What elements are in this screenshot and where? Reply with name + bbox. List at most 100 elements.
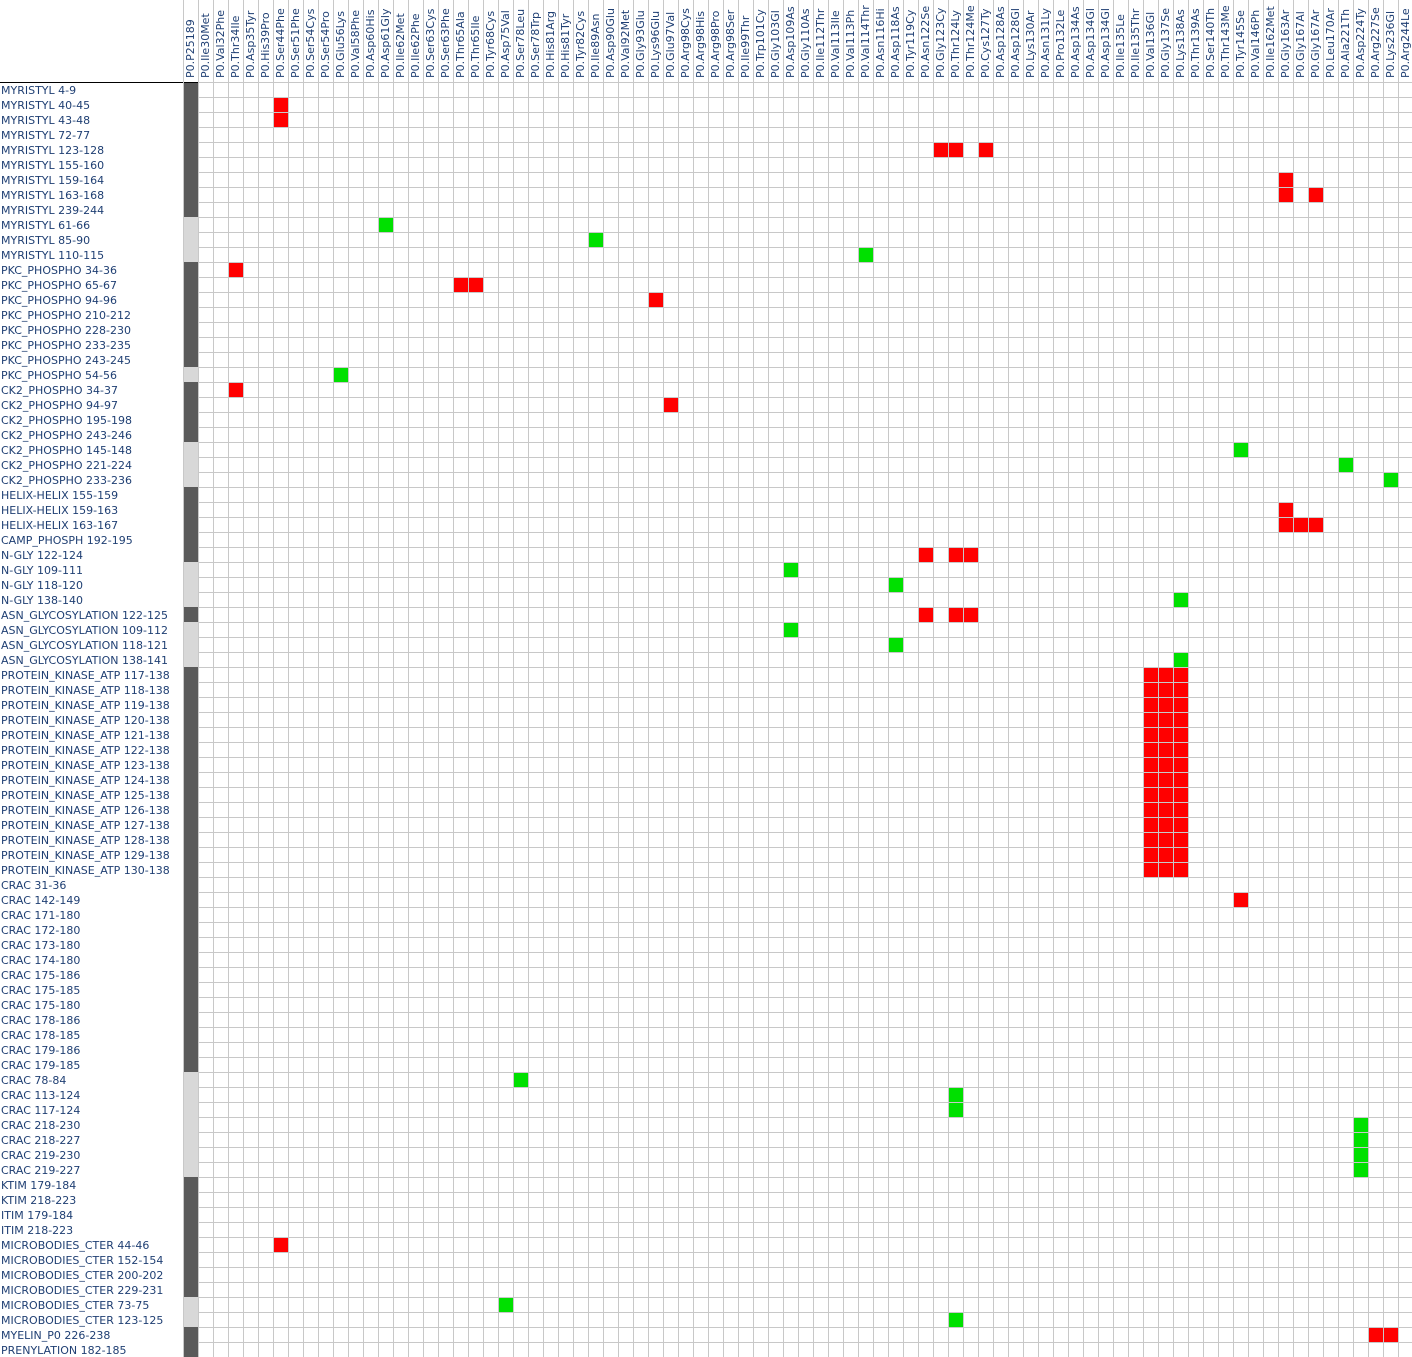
row-marker xyxy=(183,112,198,127)
row-marker xyxy=(183,1072,198,1087)
column-label: P0.Ser54Cys xyxy=(304,8,317,78)
row-marker xyxy=(183,682,198,697)
row-label: PKC_PHOSPHO 65-67 xyxy=(1,279,117,292)
cell-red xyxy=(469,278,483,292)
cell-red xyxy=(1159,848,1173,862)
column-label: P0.Asp75Val xyxy=(499,10,512,78)
row-label: CRAC 219-230 xyxy=(1,1149,80,1162)
column-label: P0.Ser63Cys xyxy=(424,8,437,78)
cell-red xyxy=(1144,668,1158,682)
row-label: N-GLY 118-120 xyxy=(1,579,83,592)
cell-green xyxy=(784,563,798,577)
cell-red xyxy=(1144,758,1158,772)
row-label: PROTEIN_KINASE_ATP 121-138 xyxy=(1,729,170,742)
cell-red xyxy=(1174,713,1188,727)
column-label: P0.Lys138As xyxy=(1174,9,1187,78)
cell-red xyxy=(1174,743,1188,757)
row-marker xyxy=(183,307,198,322)
row-marker xyxy=(183,157,198,172)
row-label: CK2_PHOSPHO 233-236 xyxy=(1,474,132,487)
row-marker xyxy=(183,967,198,982)
column-label: P0.Tyr68Cys xyxy=(484,11,497,78)
row-marker xyxy=(183,1222,198,1237)
cell-red xyxy=(1144,728,1158,742)
row-marker xyxy=(183,127,198,142)
row-label: PKC_PHOSPHO 34-36 xyxy=(1,264,117,277)
column-label: P0.Val92Met xyxy=(619,9,632,78)
row-marker xyxy=(183,772,198,787)
cell-red xyxy=(1384,1328,1398,1342)
column-label: P0.Arg98Cys xyxy=(679,8,692,78)
column-label: P0.Gly110As xyxy=(799,8,812,78)
cell-red xyxy=(1144,818,1158,832)
row-marker xyxy=(183,412,198,427)
cell-red xyxy=(1174,818,1188,832)
row-label: CRAC 218-230 xyxy=(1,1119,80,1132)
cell-red xyxy=(1174,788,1188,802)
row-label: CAMP_PHOSPH 192-195 xyxy=(1,534,133,547)
column-label: P0.Gly93Glu xyxy=(634,10,647,78)
column-label: P0.Ile162Met xyxy=(1264,6,1277,78)
row-marker xyxy=(183,997,198,1012)
row-label: CRAC 78-84 xyxy=(1,1074,66,1087)
column-label: P0.Gly103Gl xyxy=(769,10,782,78)
row-marker xyxy=(183,502,198,517)
row-label: MYRISTYL 61-66 xyxy=(1,219,90,232)
row-label: PROTEIN_KINASE_ATP 126-138 xyxy=(1,804,170,817)
cell-green xyxy=(589,233,603,247)
cell-red xyxy=(1144,788,1158,802)
cell-red xyxy=(1159,788,1173,802)
cell-red xyxy=(1159,818,1173,832)
row-label: MICROBODIES_CTER 73-75 xyxy=(1,1299,149,1312)
row-label: PROTEIN_KINASE_ATP 129-138 xyxy=(1,849,170,862)
cell-red xyxy=(979,143,993,157)
row-marker xyxy=(183,532,198,547)
column-label: P0.Thr124Me xyxy=(964,5,977,78)
cell-red xyxy=(949,608,963,622)
cell-red xyxy=(1159,683,1173,697)
row-label: PROTEIN_KINASE_ATP 120-138 xyxy=(1,714,170,727)
row-marker xyxy=(183,907,198,922)
cell-red xyxy=(1174,683,1188,697)
column-label: P0.Lys96Glu xyxy=(649,11,662,78)
cell-green xyxy=(1339,458,1353,472)
column-label: P0.Ser78Trp xyxy=(529,12,542,78)
row-marker xyxy=(183,832,198,847)
row-label: CRAC 179-186 xyxy=(1,1044,80,1057)
row-label: PKC_PHOSPHO 94-96 xyxy=(1,294,117,307)
cell-red xyxy=(1144,803,1158,817)
cell-red xyxy=(274,98,288,112)
column-label: P0.His81Arg xyxy=(544,11,557,78)
cell-green xyxy=(379,218,393,232)
column-label: P0.Ser54Pro xyxy=(319,11,332,78)
row-marker xyxy=(183,652,198,667)
row-marker xyxy=(183,1177,198,1192)
column-label: P0.Pro132Le xyxy=(1054,9,1067,78)
column-label: P0.Lys236Gl xyxy=(1384,11,1397,78)
cell-green xyxy=(1354,1148,1368,1162)
row-marker xyxy=(183,877,198,892)
row-label: PKC_PHOSPHO 243-245 xyxy=(1,354,131,367)
row-label: MYRISTYL 40-45 xyxy=(1,99,90,112)
row-label: CRAC 117-124 xyxy=(1,1104,80,1117)
column-label: P0.Ile89Asn xyxy=(589,14,602,78)
row-marker xyxy=(183,292,198,307)
row-marker xyxy=(183,847,198,862)
column-label: P0.Ile62Met xyxy=(394,13,407,78)
cell-red xyxy=(1174,698,1188,712)
column-label: P0.Arg98His xyxy=(694,11,707,78)
column-label: P0.Gly137Se xyxy=(1159,8,1172,78)
cell-red xyxy=(1309,518,1323,532)
row-marker xyxy=(183,367,198,382)
row-label: PKC_PHOSPHO 233-235 xyxy=(1,339,131,352)
row-marker xyxy=(183,1342,198,1357)
column-label: P0.Asp60His xyxy=(364,9,377,78)
cell-red xyxy=(1279,518,1293,532)
row-label: HELIX-HELIX 163-167 xyxy=(1,519,118,532)
cell-red xyxy=(1144,683,1158,697)
row-marker xyxy=(183,487,198,502)
cell-red xyxy=(229,263,243,277)
cell-red xyxy=(1159,698,1173,712)
cell-green xyxy=(889,578,903,592)
row-marker xyxy=(183,1087,198,1102)
